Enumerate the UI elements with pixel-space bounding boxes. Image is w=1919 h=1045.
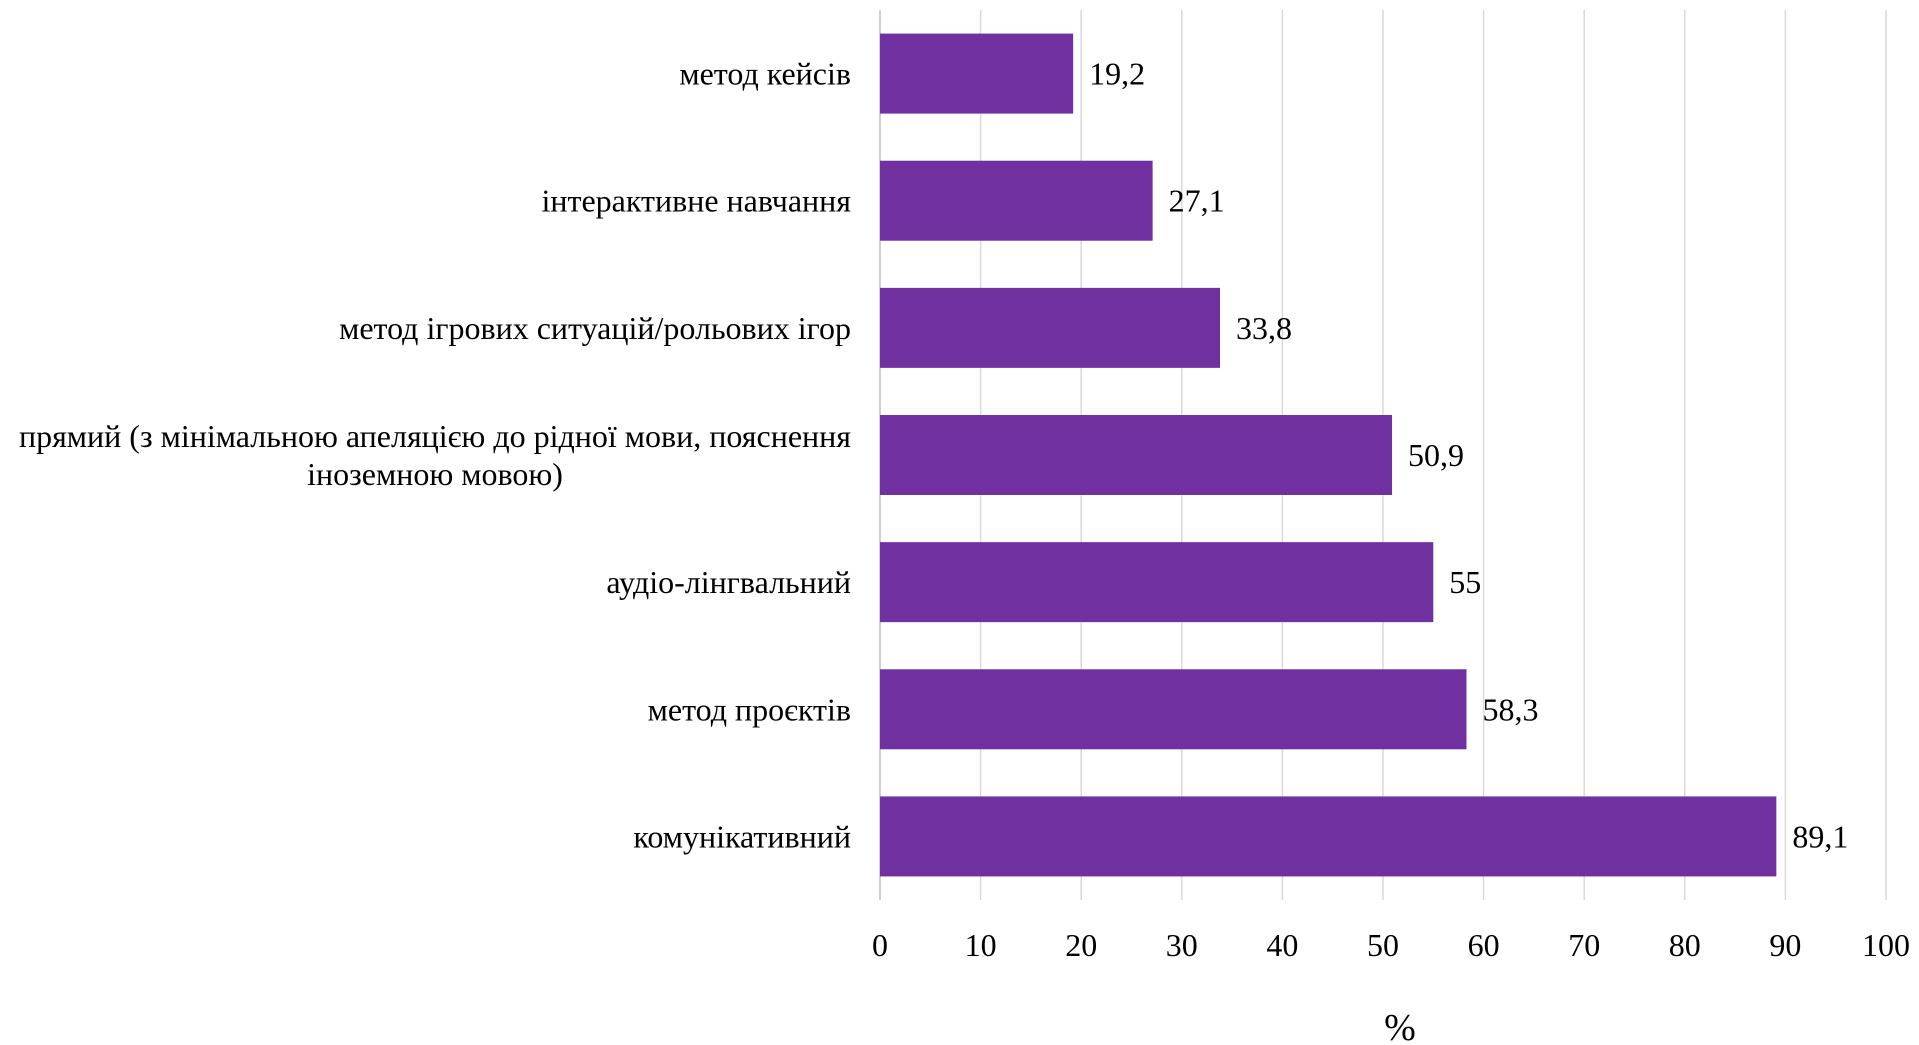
x-tick-label: 30 [1166,927,1198,963]
category-label: метод ігрових ситуацій/рольових ігор [339,310,851,346]
category-label-line: метод ігрових ситуацій/рольових ігор [339,310,851,346]
bar [880,796,1777,877]
x-tick-labels: 0 10 20 30 40 50 60 70 80 90 100 [872,927,1910,963]
bars [880,33,1777,877]
x-tick-label: 20 [1065,927,1097,963]
bar [880,415,1393,495]
category-label-line: аудіо-лінгвальний [606,564,851,600]
x-tick-label: 80 [1669,927,1701,963]
category-label: аудіо-лінгвальний [606,564,851,600]
category-label: інтерактивне навчання [541,183,851,219]
x-tick-label: 70 [1568,927,1600,963]
x-tick-label: 10 [965,927,997,963]
data-labels: 19,2 27,1 33,8 50,9 55 58,3 89,1 [1089,56,1848,855]
category-label: прямий (з мінімальною апеляцією до рідно… [19,418,851,492]
data-label: 19,2 [1089,56,1145,92]
category-label: метод кейсів [679,56,851,92]
category-label-line: метод проєктів [648,691,851,727]
category-label: метод проєктів [648,691,851,727]
data-label: 89,1 [1792,818,1848,854]
data-label: 58,3 [1482,691,1538,727]
category-label: комунікативний [633,818,851,854]
bar [880,287,1221,368]
bar [880,33,1074,114]
x-tick-label: 50 [1367,927,1399,963]
x-tick-label: 90 [1769,927,1801,963]
x-tick-label: 100 [1862,927,1910,963]
data-label: 33,8 [1236,310,1292,346]
bar [880,542,1434,623]
category-label-line: іноземною мовою) [307,456,563,492]
x-axis-title: % [1384,1007,1416,1045]
bar [880,669,1467,750]
x-tick-label: 60 [1468,927,1500,963]
category-label-line: прямий (з мінімальною апеляцією до рідно… [19,418,851,454]
category-labels: метод кейсів інтерактивне навчання метод і… [19,56,851,855]
x-tick-label: 0 [872,927,888,963]
data-label: 55 [1449,564,1481,600]
bar [880,160,1153,241]
category-label-line: комунікативний [633,818,851,854]
category-label-line: інтерактивне навчання [541,183,851,219]
data-label: 27,1 [1169,183,1225,219]
x-tick-label: 40 [1266,927,1298,963]
category-label-line: метод кейсів [679,56,851,92]
data-label: 50,9 [1408,437,1464,473]
